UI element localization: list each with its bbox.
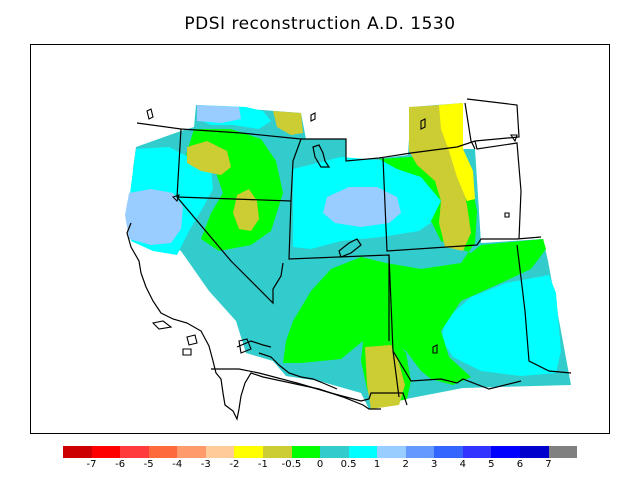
legend-label: -2 bbox=[229, 459, 240, 470]
pdsi-map bbox=[125, 98, 572, 421]
legend-label: 3 bbox=[431, 459, 438, 470]
legend-swatch bbox=[491, 446, 520, 458]
region-green-wyoming-colorado bbox=[283, 157, 546, 385]
border-texas-panhandle bbox=[392, 350, 522, 390]
legend-label: 6 bbox=[516, 459, 524, 470]
island-shape bbox=[238, 338, 252, 354]
legend-label: -1 bbox=[257, 459, 268, 470]
legend-swatch bbox=[262, 446, 292, 458]
legend-swatch bbox=[548, 446, 578, 458]
border-canada bbox=[136, 98, 520, 162]
border-montana-wyoming bbox=[474, 140, 522, 240]
legend-label: 7 bbox=[545, 459, 552, 470]
legend-swatch bbox=[205, 446, 235, 458]
legend-label: 1 bbox=[373, 459, 381, 470]
legend-color-bar bbox=[63, 446, 578, 458]
legend-swatch bbox=[148, 446, 178, 458]
legend-label: -4 bbox=[172, 459, 183, 470]
legend-label: -0.5 bbox=[281, 459, 302, 470]
legend-swatch bbox=[91, 446, 121, 458]
border-utah-arizona bbox=[288, 200, 390, 341]
border-mexico bbox=[211, 368, 408, 406]
region-darkyellow-oregon bbox=[273, 111, 303, 135]
island-shape bbox=[186, 334, 198, 346]
legend-swatch bbox=[348, 446, 378, 458]
legend-swatch bbox=[462, 446, 492, 458]
lake-shape bbox=[432, 344, 438, 354]
legend-label: -5 bbox=[143, 459, 154, 470]
legend-label: 5 bbox=[488, 459, 495, 470]
legend-label: 0 bbox=[316, 459, 324, 470]
legend-swatch bbox=[434, 446, 463, 458]
border-colorado-ne bbox=[382, 157, 542, 252]
region-darkyellow-idaho bbox=[187, 141, 231, 175]
lake-shape bbox=[312, 144, 331, 168]
legend-labels: -7 -6 -5 -4 -3 -2 -1 -0.5 0 0.5 1 2 3 4 5 6 7 bbox=[63, 459, 577, 473]
legend-swatch bbox=[291, 446, 321, 458]
legend-label: 2 bbox=[402, 459, 409, 470]
border-idaho-utah bbox=[176, 138, 302, 202]
region-lightblue-oregon bbox=[197, 105, 241, 123]
lake-shape bbox=[310, 112, 316, 122]
lake-shape bbox=[504, 212, 510, 218]
legend-swatch bbox=[405, 446, 435, 458]
coastline bbox=[126, 222, 381, 421]
legend-swatch bbox=[520, 446, 549, 458]
legend-label: 0.5 bbox=[340, 459, 357, 470]
island-shape bbox=[151, 320, 173, 330]
lake-shape bbox=[146, 108, 154, 120]
legend-swatch bbox=[320, 446, 349, 458]
region-lightblue-california bbox=[125, 189, 183, 245]
legend-swatch bbox=[177, 446, 206, 458]
legend-label: -3 bbox=[200, 459, 211, 470]
region-lightblue-utah bbox=[323, 187, 401, 227]
region-cyan-new-mexico bbox=[441, 275, 561, 376]
legend-swatch bbox=[234, 446, 263, 458]
color-legend: -7 -6 -5 -4 -3 -2 -1 -0.5 0 0.5 1 2 3 4 5 6 7 bbox=[63, 446, 578, 474]
legend-swatch bbox=[377, 446, 406, 458]
border-oregon-california bbox=[236, 340, 272, 348]
border-dakotas bbox=[464, 102, 476, 150]
legend-swatch bbox=[63, 446, 92, 458]
island-shape bbox=[182, 348, 192, 356]
lake-shape bbox=[420, 118, 426, 130]
gulf-coastline bbox=[258, 352, 338, 390]
map-title: PDSI reconstruction A.D. 1530 bbox=[184, 14, 456, 34]
legend-label: -6 bbox=[115, 459, 126, 470]
region-yellow-montana bbox=[439, 103, 475, 201]
map-frame bbox=[30, 44, 610, 434]
border-texas bbox=[516, 244, 572, 374]
region-darkyellow-montana bbox=[409, 105, 471, 251]
legend-swatch bbox=[120, 446, 149, 458]
legend-label: -7 bbox=[86, 459, 97, 470]
legend-label: 4 bbox=[459, 459, 466, 470]
